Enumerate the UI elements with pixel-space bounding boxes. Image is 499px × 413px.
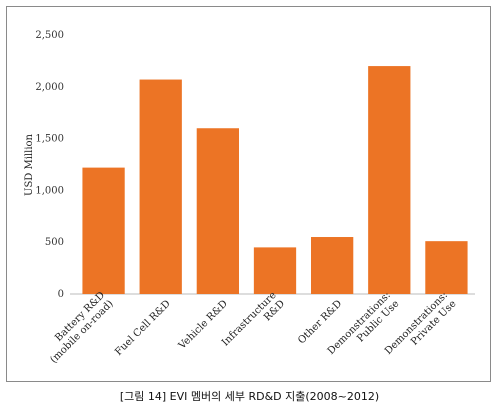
x-axis-labels: Battery R&D(mobile on-road)Fuel Cell R&D…: [40, 290, 458, 366]
y-tick-label: 1,000: [35, 185, 64, 196]
y-axis-ticks: 0 500 1,000 1,500 2,000 2,500: [35, 30, 64, 300]
bar: [196, 128, 239, 294]
bar: [368, 66, 411, 294]
bar: [311, 237, 354, 294]
y-tick-label: 1,500: [35, 134, 64, 145]
bar-chart: USD Million 0 500 1,000 1,500 2,000 2,500 Bat…: [24, 30, 475, 366]
x-tick-label: Vehicle R&D: [176, 298, 230, 352]
bar: [253, 247, 297, 294]
svg-text:Vehicle R&D: Vehicle R&D: [176, 298, 230, 352]
x-tick-label: Fuel Cell R&D: [113, 298, 173, 358]
bar: [82, 167, 125, 294]
bars: [82, 66, 468, 294]
svg-text:InfrastructureR&D: InfrastructureR&D: [220, 290, 287, 357]
y-tick-label: 0: [58, 289, 64, 300]
y-tick-label: 2,500: [35, 30, 64, 41]
x-tick-label: Battery R&D(mobile on-road): [40, 290, 116, 366]
figure-caption: [그림 14] EVI 멤버의 세부 RD&D 지출(2008~2012): [119, 390, 380, 403]
y-axis-label: USD Million: [24, 133, 35, 196]
svg-text:Battery R&D(mobile on-road): Battery R&D(mobile on-road): [40, 290, 116, 366]
bar: [139, 79, 182, 294]
y-tick-label: 500: [45, 237, 64, 248]
bar: [425, 241, 468, 294]
y-tick-label: 2,000: [35, 82, 64, 93]
svg-text:Fuel Cell R&D: Fuel Cell R&D: [113, 298, 173, 358]
x-tick-label: InfrastructureR&D: [220, 290, 287, 357]
